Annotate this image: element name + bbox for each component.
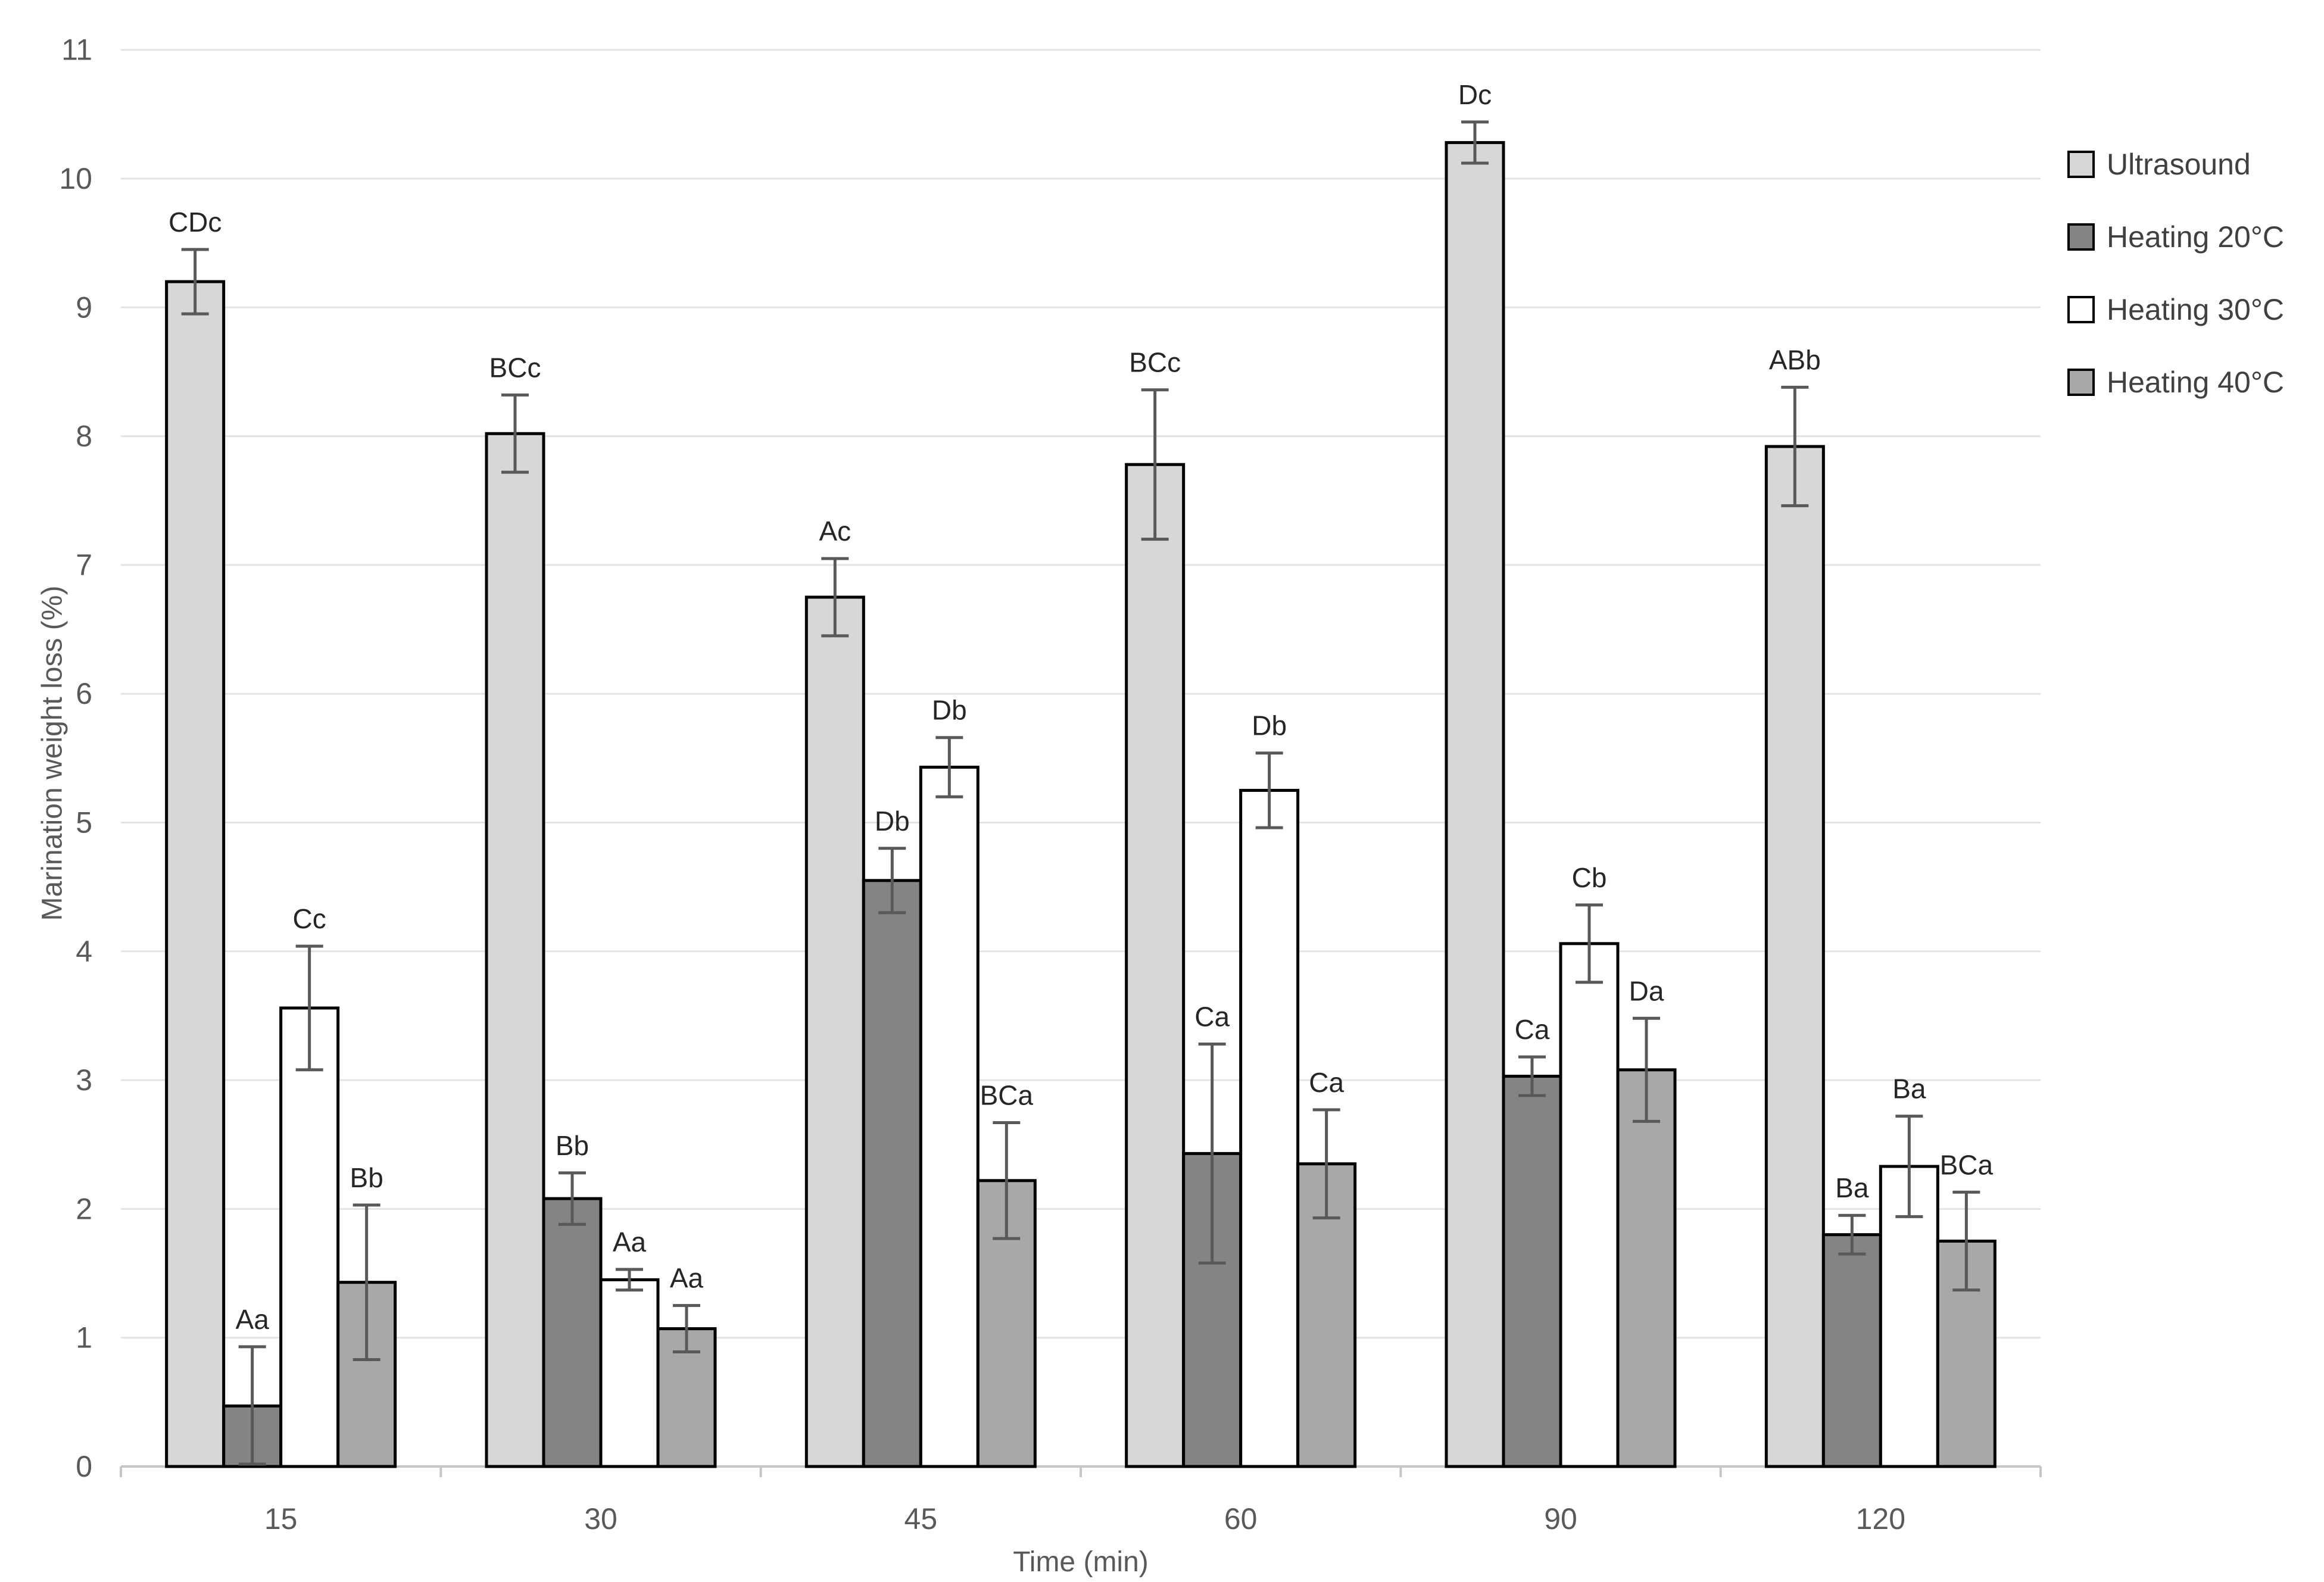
legend-swatch-icon: [2067, 296, 2095, 323]
bar-ultrasound-15: [165, 280, 226, 1468]
y-tick-label: 10: [59, 162, 92, 195]
x-tick-label: 90: [1544, 1502, 1577, 1536]
bar-heating-30-c-30: [599, 1278, 660, 1468]
y-tick-label: 0: [76, 1450, 92, 1483]
x-tick-label: 15: [264, 1502, 298, 1536]
legend-item-heating-20-c: Heating 20°C: [2067, 220, 2284, 254]
bar-heating-30-c-90: [1559, 942, 1620, 1468]
y-tick-label: 4: [76, 935, 92, 968]
bar-letter-label: Aa: [613, 1227, 647, 1258]
bar-letter-label: Bb: [350, 1162, 383, 1193]
bar-letter-label: Ca: [1515, 1014, 1550, 1045]
legend-item-heating-40-c: Heating 40°C: [2067, 365, 2284, 400]
y-tick-label: 9: [76, 291, 92, 324]
x-tick-label: 30: [584, 1502, 617, 1536]
legend-label: Ultrasound: [2107, 148, 2251, 181]
bar-heating-30-c-45: [919, 765, 979, 1468]
legend-label: Heating 40°C: [2107, 366, 2284, 399]
legend-swatch-icon: [2067, 369, 2095, 396]
bar-letter-label: Aa: [236, 1304, 270, 1335]
bar-heating-20-c-120: [1821, 1233, 1882, 1468]
bar-ultrasound-30: [485, 432, 545, 1468]
bar-heating-20-c-90: [1502, 1075, 1562, 1468]
bar-heating-40-c-90: [1616, 1068, 1677, 1468]
bar-letter-label: Da: [1629, 975, 1664, 1006]
bar-ultrasound-120: [1764, 445, 1825, 1468]
x-tick-label: 45: [904, 1502, 938, 1536]
bar-letter-label: Ca: [1309, 1067, 1344, 1098]
chart-legend: Ultrasound Heating 20°C Heating 30°C Heatin…: [2067, 147, 2284, 400]
bar-letter-label: ABb: [1769, 344, 1821, 375]
legend-swatch-icon: [2067, 223, 2095, 251]
x-axis-title: Time (min): [1013, 1546, 1149, 1578]
y-tick-label: 7: [76, 548, 92, 582]
bar-heating-20-c-30: [542, 1197, 603, 1468]
bar-letter-label: BCa: [980, 1079, 1034, 1110]
legend-label: Heating 20°C: [2107, 220, 2284, 254]
bar-letter-label: Bb: [556, 1130, 589, 1161]
bar-letter-label: Aa: [670, 1263, 704, 1294]
bar-heating-30-c-15: [279, 1006, 340, 1468]
bar-letter-label: Cc: [293, 903, 326, 934]
y-axis-title: Marination weight loss (%): [36, 585, 68, 921]
bar-letter-label: Ba: [1892, 1074, 1926, 1104]
bar-letter-label: Dc: [1458, 79, 1492, 110]
bar-letter-label: CDc: [169, 207, 222, 238]
bar-ultrasound-90: [1445, 141, 1505, 1468]
x-tick-label: 120: [1856, 1502, 1905, 1536]
bar-letter-label: Db: [875, 806, 910, 837]
bar-letter-label: BCa: [1940, 1149, 1994, 1180]
legend-item-ultrasound: Ultrasound: [2067, 147, 2284, 182]
y-tick-label: 5: [76, 806, 92, 840]
bar-letter-label: Db: [932, 695, 967, 726]
bar-ultrasound-45: [804, 595, 865, 1468]
legend-item-heating-30-c: Heating 30°C: [2067, 292, 2284, 327]
bar-heating-20-c-45: [862, 879, 922, 1468]
y-tick-label: 1: [76, 1321, 92, 1355]
bar-ultrasound-60: [1125, 463, 1186, 1468]
bar-letter-label: BCc: [489, 352, 541, 383]
y-tick-label: 3: [76, 1063, 92, 1097]
bar-letter-label: Ca: [1194, 1001, 1230, 1032]
bar-letter-label: Cb: [1572, 862, 1607, 893]
legend-label: Heating 30°C: [2107, 293, 2284, 326]
legend-swatch-icon: [2067, 151, 2095, 178]
bar-letter-label: Ba: [1835, 1172, 1869, 1203]
bar-letter-label: Db: [1252, 710, 1287, 741]
bar-letter-label: Ac: [819, 516, 851, 547]
y-tick-label: 8: [76, 420, 92, 453]
bar-letter-label: BCc: [1129, 347, 1181, 378]
y-tick-label: 6: [76, 677, 92, 710]
y-tick-label: 2: [76, 1192, 92, 1225]
y-tick-label: 11: [61, 33, 92, 67]
bar-heating-30-c-60: [1239, 788, 1300, 1468]
x-tick-label: 60: [1224, 1502, 1258, 1536]
